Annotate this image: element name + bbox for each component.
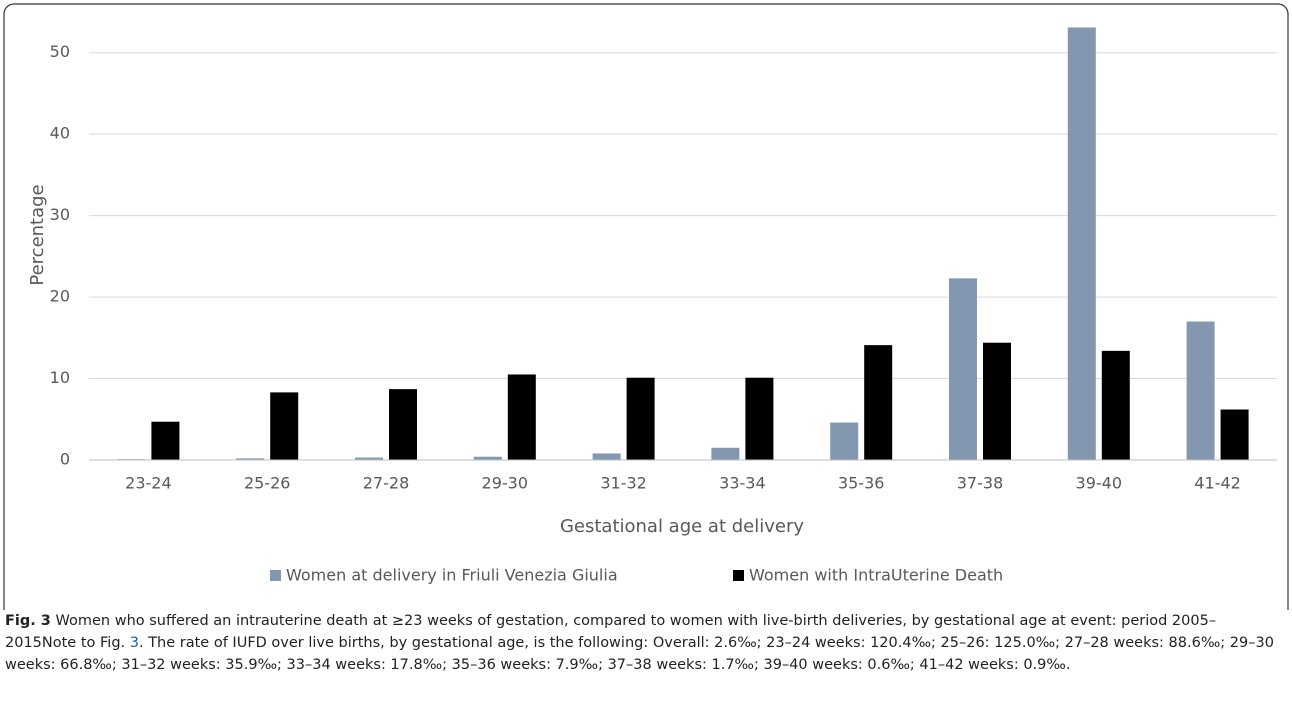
bar <box>983 342 1011 460</box>
x-tick-label: 27-28 <box>363 474 410 493</box>
bar <box>1067 27 1096 460</box>
caption-text: Women who suffered an intrauterine death… <box>5 613 1217 651</box>
x-tick-label: 29-30 <box>482 474 529 493</box>
legend-swatch <box>733 570 744 581</box>
x-tick-label: 23-24 <box>125 474 172 493</box>
y-axis-title: Percentage <box>27 184 48 285</box>
legend-swatch <box>270 570 281 581</box>
bar <box>1186 321 1215 460</box>
bar <box>626 377 655 460</box>
x-tick-label: 39-40 <box>1076 474 1123 493</box>
bar <box>830 422 859 460</box>
x-tick-label: 41-42 <box>1194 474 1241 493</box>
x-tick-label: 37-38 <box>957 474 1004 493</box>
x-axis-title: Gestational age at delivery <box>560 516 804 537</box>
y-tick-label: 40 <box>50 124 70 143</box>
chart: Percentage Gestational age at delivery 0… <box>3 3 1289 610</box>
legend-label: Women with IntraUterine Death <box>749 566 1003 585</box>
y-tick-label: 20 <box>50 287 70 306</box>
bar <box>711 447 740 460</box>
x-tick-label: 33-34 <box>719 474 766 493</box>
caption-label: Fig. 3 <box>5 613 51 629</box>
caption: Fig. 3 Women who suffered an intrauterin… <box>5 610 1285 676</box>
x-tick-label: 31-32 <box>600 474 647 493</box>
caption-text: . The rate of IUFD over live births, by … <box>5 635 1274 673</box>
y-tick-label: 10 <box>50 368 70 387</box>
bar <box>236 458 265 460</box>
legend-label: Women at delivery in Friuli Venezia Giul… <box>286 566 618 585</box>
y-tick-label: 30 <box>50 205 70 224</box>
bar <box>949 278 977 460</box>
frame <box>3 3 1289 610</box>
y-tick-label: 50 <box>50 42 70 61</box>
bar <box>270 392 299 460</box>
x-tick-label: 35-36 <box>838 474 885 493</box>
bar <box>1220 409 1249 460</box>
y-tick-label: 0 <box>60 450 70 469</box>
bar <box>473 456 502 460</box>
bar <box>151 421 180 460</box>
x-tick-label: 25-26 <box>244 474 291 493</box>
caption-link[interactable]: 3 <box>129 635 139 651</box>
bar <box>864 345 893 460</box>
bar <box>1101 350 1130 460</box>
bar <box>507 374 536 460</box>
bar <box>592 453 621 460</box>
bar <box>355 457 383 460</box>
bar <box>389 389 417 460</box>
bar <box>745 377 774 460</box>
